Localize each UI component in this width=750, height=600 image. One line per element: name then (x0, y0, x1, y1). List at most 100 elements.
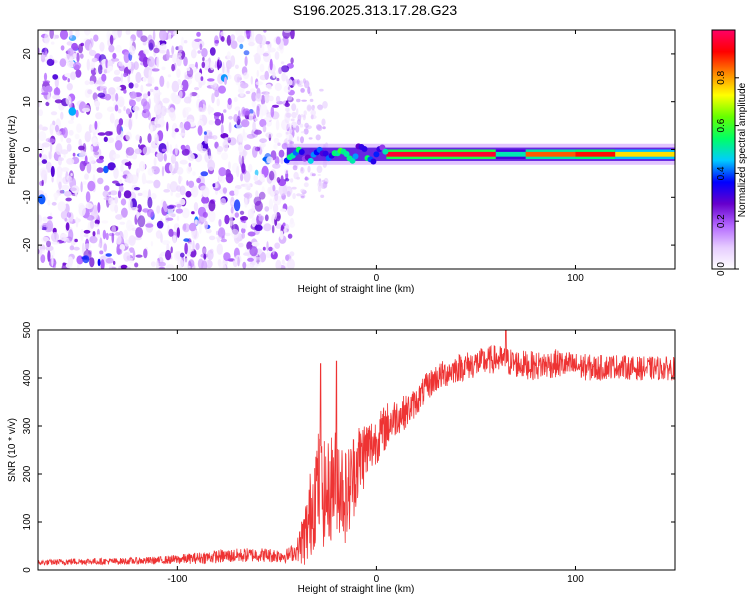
noise-blob (51, 176, 54, 183)
ridge-onset-blob (382, 148, 389, 155)
ridge-onset-blob (361, 145, 368, 152)
noise-blob (73, 246, 80, 251)
noise-blob (154, 133, 159, 144)
noise-blob (209, 60, 215, 71)
noise-blob (105, 232, 109, 241)
noise-blob (206, 155, 213, 159)
noise-blob (128, 82, 134, 89)
noise-blob (89, 64, 95, 71)
noise-blob (113, 76, 122, 82)
noise-blob (153, 92, 161, 105)
noise-blob (95, 234, 101, 239)
noise-blob (75, 109, 79, 118)
noise-blob (183, 40, 188, 44)
snr-axis-frame (37, 329, 676, 571)
noise-blob (208, 120, 214, 125)
noise-blob (93, 223, 99, 228)
ridge-segment-core (386, 151, 496, 157)
noise-blob (259, 138, 267, 144)
noise-blob (242, 128, 245, 138)
noise-blob (127, 61, 132, 70)
noise-blob (267, 186, 272, 195)
noise-blob (133, 187, 141, 191)
noise-blob (292, 193, 296, 200)
noise-blob (115, 44, 122, 53)
noise-blob (233, 97, 238, 102)
noise-blob (65, 222, 70, 231)
noise-blob (265, 41, 271, 45)
noise-blob (45, 101, 50, 107)
noise-blob (60, 233, 68, 238)
noise-blob (296, 108, 299, 116)
noise-blob (234, 212, 239, 218)
noise-blob (50, 125, 56, 130)
noise-blob (199, 223, 202, 234)
noise-blob (274, 51, 280, 60)
noise-blob (78, 204, 86, 217)
noise-blob (163, 153, 167, 162)
noise-blob (203, 131, 207, 135)
noise-blob (229, 190, 236, 196)
noise-blob (89, 43, 92, 55)
noise-blob (289, 251, 295, 257)
noise-blob (107, 65, 113, 72)
noise-blob (59, 30, 69, 40)
noise-blob (171, 213, 176, 218)
noise-blob (39, 249, 43, 257)
noise-blob (111, 225, 117, 234)
noise-blob (238, 109, 241, 120)
noise-blob (272, 203, 279, 214)
noise-blob (123, 106, 126, 112)
noise-blob (254, 169, 259, 176)
noise-blob (52, 94, 61, 100)
noise-blob (275, 223, 283, 229)
snr-y-axis-label: SNR (10 * v/v) (7, 418, 18, 482)
noise-blob (116, 123, 122, 135)
noise-blob (190, 49, 197, 59)
noise-blob (167, 207, 174, 216)
noise-blob (172, 53, 178, 64)
noise-blob (316, 165, 323, 174)
noise-blob (219, 176, 226, 184)
noise-blob (92, 231, 96, 237)
noise-blob (40, 51, 46, 63)
noise-blob (128, 235, 136, 246)
noise-blob (175, 251, 182, 260)
noise-blob (275, 119, 280, 131)
snr-panel: -100 0 100 0 100 200 300 400 500 Height of stra… (7, 321, 676, 595)
noise-blob (241, 232, 245, 239)
noise-blob (203, 253, 207, 260)
noise-blob (203, 133, 209, 144)
noise-blob (188, 242, 194, 247)
noise-blob (262, 246, 266, 251)
snr-y-tick-label: 200 (22, 465, 33, 482)
noise-blob (60, 134, 64, 142)
noise-blob (69, 187, 77, 192)
noise-blob (273, 210, 278, 220)
noise-blob (299, 123, 304, 128)
noise-blob (256, 43, 265, 56)
noise-blob (171, 63, 176, 72)
noise-blob (238, 144, 244, 153)
noise-blob (116, 86, 122, 90)
noise-blob (135, 71, 142, 84)
noise-blob (201, 196, 210, 205)
noise-blob (202, 211, 208, 218)
noise-blob (108, 44, 115, 53)
noise-blob (276, 77, 280, 82)
noise-blob (99, 41, 105, 52)
noise-blob (244, 197, 248, 208)
noise-blob (156, 260, 159, 269)
noise-blob (180, 252, 185, 258)
noise-blob (39, 224, 43, 231)
noise-blob (66, 143, 72, 152)
noise-blob (207, 159, 216, 171)
heatmap-x-tick-label: -100 (167, 273, 187, 284)
noise-blob (170, 246, 173, 254)
noise-blob (254, 118, 258, 122)
snr-x-ticks: -100 0 100 (167, 330, 584, 585)
noise-blob (304, 176, 308, 181)
noise-blob (51, 254, 54, 267)
noise-blob (177, 45, 183, 53)
snr-y-ticks: 0 100 200 300 400 500 (22, 321, 675, 573)
